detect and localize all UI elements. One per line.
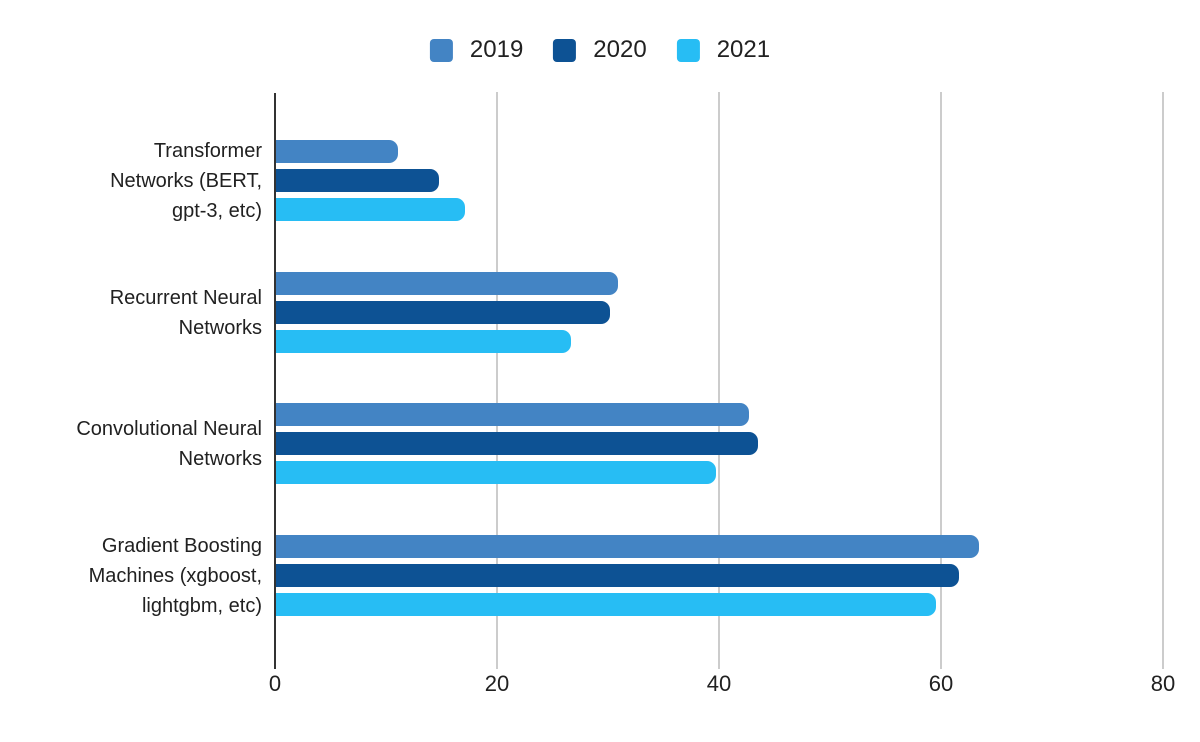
gridline xyxy=(940,92,942,669)
legend-item-2019[interactable]: 2019 xyxy=(429,36,524,63)
legend-label: 2021 xyxy=(716,36,771,63)
bar-2019 xyxy=(276,272,618,295)
x-tick-label: 80 xyxy=(1150,671,1176,696)
bar-2021 xyxy=(276,593,937,616)
bar-2020 xyxy=(276,432,758,455)
legend-swatch xyxy=(553,38,577,62)
bar-2020 xyxy=(276,564,959,587)
bar-2019 xyxy=(276,535,979,558)
x-tick-label: 40 xyxy=(706,671,732,696)
bar-2021 xyxy=(276,198,465,221)
bar-2019 xyxy=(276,140,399,163)
x-tick-label: 20 xyxy=(484,671,510,696)
legend: 2019 2020 2021 xyxy=(429,36,771,63)
legend-item-2020[interactable]: 2020 xyxy=(553,36,647,63)
legend-swatch xyxy=(429,38,453,62)
legend-item-2021[interactable]: 2021 xyxy=(676,36,771,63)
category-label: Transformer Networks (BERT, gpt-3, etc) xyxy=(110,139,262,222)
bar-2020 xyxy=(276,301,611,324)
legend-label: 2019 xyxy=(469,36,524,63)
bar-2021 xyxy=(276,330,572,353)
x-tick-label: 0 xyxy=(268,671,282,696)
legend-swatch xyxy=(676,38,700,62)
category-label: Recurrent Neural Networks xyxy=(109,286,262,339)
category-label: Gradient Boosting Machines (xgboost, light… xyxy=(88,534,262,617)
category-label: Convolutional Neural Networks xyxy=(76,417,262,470)
plot-area xyxy=(274,92,1164,669)
x-tick-label: 60 xyxy=(928,671,954,696)
y-axis-line xyxy=(274,93,276,669)
bar-2019 xyxy=(276,403,749,426)
gridline xyxy=(1162,92,1164,669)
legend-label: 2020 xyxy=(593,36,647,63)
gridline xyxy=(718,92,720,669)
bar-2020 xyxy=(276,169,440,192)
x-axis-labels: 0 20 40 60 80 xyxy=(0,671,1200,703)
bar-2021 xyxy=(276,461,716,484)
gridline xyxy=(496,92,498,669)
